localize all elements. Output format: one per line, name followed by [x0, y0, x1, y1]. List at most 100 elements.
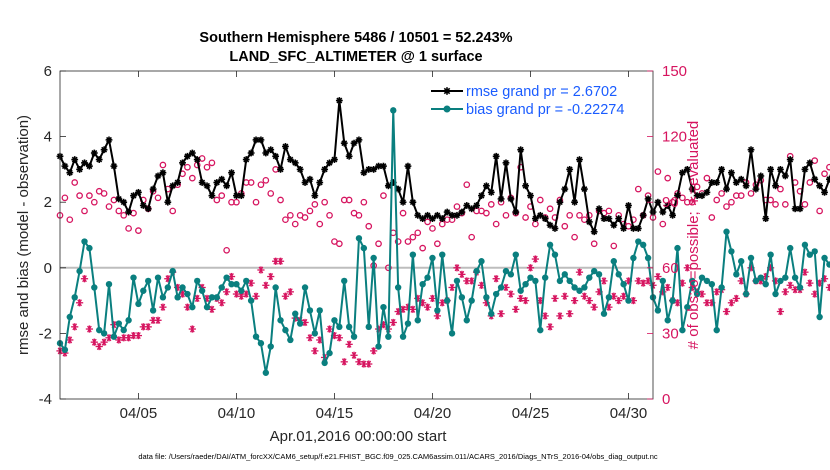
plot-area — [60, 71, 653, 399]
possible-point — [605, 207, 613, 215]
bias-point — [787, 244, 794, 252]
bias-point — [311, 330, 319, 337]
bias-point — [590, 267, 598, 275]
evaluated-point — [183, 303, 192, 311]
possible-point — [277, 196, 284, 204]
rmse-point — [620, 225, 627, 232]
bias-point — [306, 307, 314, 314]
possible-point — [483, 209, 490, 217]
evaluated-point — [100, 338, 108, 346]
possible-point — [801, 201, 809, 208]
evaluated-point — [262, 281, 270, 289]
rmse-point — [306, 175, 314, 183]
bias-point — [639, 241, 647, 249]
rmse-point — [311, 192, 319, 200]
rmse-point — [688, 185, 696, 193]
bias-point — [541, 274, 549, 281]
rmse-point — [61, 162, 69, 170]
bias-point — [561, 271, 568, 278]
rmse-point — [154, 172, 162, 180]
evaluated-point — [776, 307, 785, 316]
rmse-line — [59, 99, 830, 233]
evaluated-point — [781, 288, 789, 296]
bias-point — [345, 323, 353, 331]
bias-point — [782, 274, 789, 281]
rmse-point — [345, 152, 353, 160]
evaluated-point — [66, 336, 74, 344]
possible-point — [571, 233, 578, 241]
evaluated-point — [423, 303, 432, 311]
bias-point — [331, 317, 338, 324]
evaluated-point — [556, 312, 564, 320]
x-tick-label: 04/15 — [316, 405, 354, 422]
y2-tick-label: 120 — [662, 129, 687, 146]
bias-point — [336, 323, 343, 331]
evaluated-point — [580, 292, 588, 300]
rmse-point — [463, 202, 471, 209]
bias-point — [130, 274, 137, 281]
possible-point — [218, 192, 226, 199]
bias-point — [478, 258, 485, 265]
evaluated-point — [144, 323, 152, 331]
rmse-point — [801, 166, 809, 173]
rmse-point — [247, 149, 255, 157]
possible-point — [424, 218, 431, 226]
rmse-point — [375, 162, 382, 170]
evaluated-point — [134, 331, 143, 340]
evaluated-point — [154, 316, 162, 324]
possible-point — [213, 196, 221, 204]
rmse-point — [340, 139, 348, 147]
bias-point — [463, 317, 470, 324]
rmse-point — [198, 179, 206, 186]
bias-point — [252, 333, 260, 340]
rmse-point — [164, 198, 172, 206]
bias-point — [791, 274, 799, 281]
bias-point — [61, 346, 69, 353]
rmse-point — [316, 179, 324, 186]
bias-point — [228, 281, 235, 288]
bias-point — [189, 303, 196, 311]
evaluated-point — [345, 340, 353, 348]
rmse-point — [732, 179, 740, 186]
possible-point — [257, 181, 265, 189]
rmse-point — [713, 179, 721, 186]
rmse-point — [826, 175, 830, 183]
bias-point — [140, 287, 147, 294]
rmse-point — [331, 156, 338, 163]
rmse-point — [409, 198, 417, 206]
possible-point — [262, 176, 270, 184]
evaluated-point — [208, 305, 216, 313]
bias-point — [105, 281, 113, 288]
bias-point — [194, 277, 201, 285]
rmse-point — [664, 202, 672, 209]
possible-point — [723, 203, 730, 210]
evaluated-point — [95, 342, 103, 351]
bias-point — [282, 326, 289, 334]
evaluated-point — [438, 299, 446, 307]
rmse-point — [683, 166, 691, 173]
rmse-point — [585, 218, 593, 226]
evaluated-point — [713, 288, 721, 296]
bias-point — [630, 254, 637, 262]
bias-point — [159, 294, 167, 301]
rmse-point — [370, 166, 378, 173]
rmse-point — [203, 182, 211, 190]
evaluated-point — [409, 305, 417, 313]
rmse-point — [135, 188, 142, 196]
bias-point — [370, 254, 377, 262]
bias-point — [443, 297, 451, 304]
evaluated-point — [507, 290, 515, 298]
evaluated-point — [517, 294, 525, 303]
rmse-point — [66, 169, 74, 177]
bias-point — [625, 297, 632, 304]
rmse-point — [144, 205, 152, 213]
rmse-point — [816, 182, 824, 190]
possible-point — [247, 179, 255, 186]
rmse-point — [228, 169, 235, 177]
evaluated-point — [605, 303, 613, 311]
evaluated-point — [683, 264, 691, 272]
possible-point — [399, 209, 407, 217]
bias-point — [742, 290, 750, 298]
rmse-point — [448, 211, 456, 219]
evaluated-point — [448, 283, 456, 292]
